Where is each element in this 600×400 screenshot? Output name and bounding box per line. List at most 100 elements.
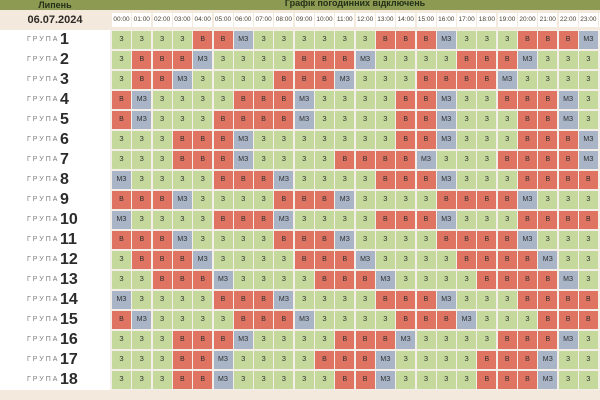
schedule-cell: В xyxy=(518,211,537,229)
schedule-cell: З xyxy=(375,231,395,249)
schedule-cell: З xyxy=(294,131,314,149)
schedule-cell: В xyxy=(213,31,233,49)
schedule-cell: В xyxy=(518,331,537,349)
schedule-cell: В xyxy=(538,131,558,149)
schedule-cell: МЗ xyxy=(436,111,456,129)
schedule-cell: З xyxy=(538,51,558,69)
group-label-5: ГРУПА 5 xyxy=(0,110,110,130)
schedule-cell: З xyxy=(315,291,334,309)
schedule-cell: МЗ xyxy=(436,31,456,49)
schedule-cell: З xyxy=(112,151,131,169)
schedule-cell: В xyxy=(518,371,537,389)
schedule-cell: З xyxy=(375,311,395,329)
schedule-cell: МЗ xyxy=(172,231,192,249)
schedule-cell: З xyxy=(152,31,172,49)
schedule-cell: З xyxy=(294,171,314,189)
schedule-cell: В xyxy=(477,371,497,389)
schedule-cell: З xyxy=(315,371,334,389)
schedule-cell: З xyxy=(558,71,578,89)
schedule-cell: З xyxy=(375,71,395,89)
group-label-4: ГРУПА 4 xyxy=(0,90,110,110)
schedule-cell: В xyxy=(497,251,517,269)
schedule-cell: МЗ xyxy=(558,331,578,349)
schedule-cell: В xyxy=(193,271,213,289)
schedule-cell: В xyxy=(396,111,416,129)
group-word: ГРУПА xyxy=(27,316,60,323)
schedule-cell: В xyxy=(518,111,537,129)
schedule-cell: З xyxy=(396,71,416,89)
schedule-cell: З xyxy=(335,91,355,109)
schedule-cell: З xyxy=(335,171,355,189)
schedule-cell: З xyxy=(254,371,274,389)
schedule-cell: З xyxy=(213,51,233,69)
schedule-cell: З xyxy=(254,191,274,209)
schedule-cell: В xyxy=(335,371,355,389)
group-number: 14 xyxy=(60,291,78,308)
schedule-cell: З xyxy=(416,331,436,349)
schedule-cell: З xyxy=(193,171,213,189)
group-number: 13 xyxy=(60,271,78,288)
schedule-cell: В xyxy=(193,151,213,169)
schedule-cell: В xyxy=(375,171,395,189)
schedule-cell: З xyxy=(254,231,274,249)
schedule-cell: МЗ xyxy=(233,331,253,349)
schedule-cell: З xyxy=(396,351,416,369)
schedule-cell: З xyxy=(558,371,578,389)
schedule-cell: МЗ xyxy=(436,91,456,109)
schedule-cell: З xyxy=(132,351,152,369)
schedule-cell: З xyxy=(172,291,192,309)
schedule-cell: З xyxy=(233,251,253,269)
group-number: 3 xyxy=(60,71,69,88)
schedule-cell: З xyxy=(436,331,456,349)
schedule-cell: В xyxy=(315,71,334,89)
schedule-cell: З xyxy=(477,91,497,109)
schedule-cell: МЗ xyxy=(335,191,355,209)
schedule-cell: В xyxy=(497,151,517,169)
schedule-cell: З xyxy=(335,31,355,49)
schedule-cell: З xyxy=(152,171,172,189)
schedule-cell: З xyxy=(436,51,456,69)
schedule-cell: В xyxy=(355,371,375,389)
schedule-cell: З xyxy=(335,131,355,149)
schedule-cell: В xyxy=(538,111,558,129)
schedule-cell: З xyxy=(112,271,131,289)
group-label-6: ГРУПА 6 xyxy=(0,130,110,150)
schedule-cell: З xyxy=(457,171,477,189)
schedule-title: Графік погодинних відключень xyxy=(110,0,600,10)
schedule-cell: В xyxy=(477,191,497,209)
schedule-cell: МЗ xyxy=(396,331,416,349)
schedule-cell: З xyxy=(274,31,294,49)
schedule-cell: З xyxy=(375,111,395,129)
schedule-cell: В xyxy=(294,191,314,209)
hour-label: 22:00 xyxy=(558,13,578,27)
schedule-cell: В xyxy=(457,51,477,69)
group-number: 2 xyxy=(60,51,69,68)
schedule-cell: В xyxy=(558,151,578,169)
schedule-cell: З xyxy=(132,331,152,349)
schedule-cell: З xyxy=(213,251,233,269)
schedule-cell: З xyxy=(578,71,598,89)
schedule-cell: З xyxy=(315,91,334,109)
schedule-cell: В xyxy=(558,311,578,329)
group-label-10: ГРУПА 10 xyxy=(0,210,110,230)
schedule-cell: В xyxy=(274,111,294,129)
schedule-cell: З xyxy=(396,371,416,389)
schedule-cell: В xyxy=(558,211,578,229)
schedule-cell: З xyxy=(578,231,598,249)
schedule-cell: З xyxy=(375,51,395,69)
hour-label: 01:00 xyxy=(132,13,152,27)
group-word: ГРУПА xyxy=(27,36,60,43)
schedule-grid: З З З З В В МЗ З З З З З З В В В МЗ З З З В В В МЗ З В В В МЗ З З З З В В В… xyxy=(110,30,600,390)
hour-label: 13:00 xyxy=(375,13,395,27)
schedule-cell: В xyxy=(172,351,192,369)
schedule-cell: В xyxy=(315,231,334,249)
schedule-cell: В xyxy=(497,51,517,69)
schedule-cell: В xyxy=(396,31,416,49)
hour-label: 17:00 xyxy=(457,13,477,27)
schedule-cell: З xyxy=(477,151,497,169)
schedule-cell: МЗ xyxy=(132,311,152,329)
schedule-cell: З xyxy=(477,311,497,329)
schedule-cell: МЗ xyxy=(335,231,355,249)
schedule-cell: В xyxy=(375,31,395,49)
schedule-cell: В xyxy=(233,91,253,109)
